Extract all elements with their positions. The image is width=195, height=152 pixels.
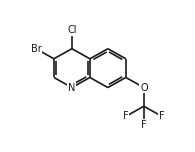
Text: F: F: [141, 120, 147, 130]
Text: O: O: [140, 83, 148, 93]
Text: F: F: [159, 111, 165, 121]
Text: Br: Br: [30, 44, 41, 54]
Text: N: N: [68, 83, 75, 93]
Text: F: F: [123, 111, 129, 121]
Text: Cl: Cl: [67, 25, 77, 35]
